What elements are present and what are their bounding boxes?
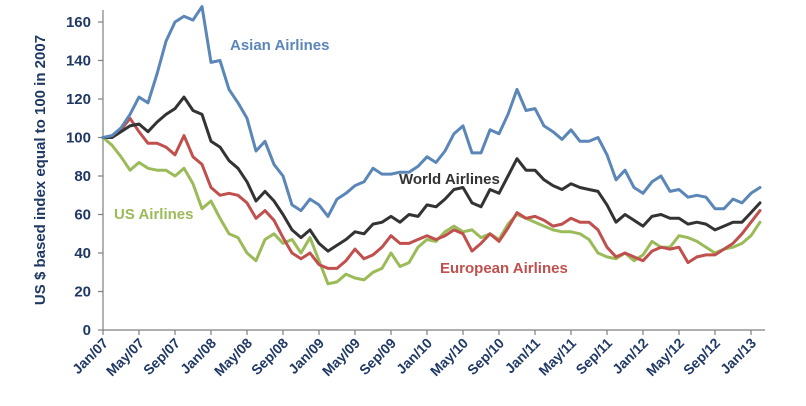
x-tick-label: May/09 [319,335,363,379]
x-axis: Jan/07May/07Sep/07Jan/08May/08Sep/08Jan/… [69,329,765,379]
x-tick-label: Sep/09 [356,335,399,378]
x-tick-label: May/11 [535,335,579,379]
y-axis: 0 20 40 60 80 100 120 140 160 [66,10,104,339]
x-tick-label: Sep/10 [464,335,507,378]
y-tick-label: 80 [74,168,91,185]
x-tick-label: May/12 [643,335,687,379]
series-labels: Asian Airlines World Airlines European Air… [114,37,568,277]
x-tick-label: May/07 [103,335,147,379]
series-line-us-airlines [101,136,762,286]
series-label-us-airlines: US Airlines [114,206,193,223]
series-label-asian-airlines: Asian Airlines [230,37,329,54]
x-tick-label: Sep/07 [140,335,183,378]
series-line-european-airlines [101,116,762,270]
y-tick-label: 60 [74,207,91,224]
y-tick-label: 40 [74,245,91,262]
x-tick-label: Sep/08 [248,335,291,378]
x-tick-label: Sep/12 [680,335,723,378]
series-label-world-airlines: World Airlines [399,171,500,188]
x-tick-label: May/08 [211,335,255,379]
series-label-european-airlines: European Airlines [440,260,568,277]
series-line-asian-airlines [101,5,762,218]
y-tick-label: 120 [66,91,91,108]
y-axis-label: US $ based index equal to 100 in 2007 [32,35,49,305]
x-tick-label: Jan/13 [717,335,759,377]
y-tick-label: 160 [66,14,91,31]
y-tick-label: 100 [66,130,91,147]
series-line-world-airlines [101,95,762,253]
y-tick-label: 140 [66,53,91,70]
x-tick-label: Sep/11 [572,335,615,378]
x-tick-label: May/10 [427,335,471,379]
y-tick-label: 0 [83,322,91,339]
series-group [101,5,762,286]
y-tick-label: 20 [74,284,91,301]
